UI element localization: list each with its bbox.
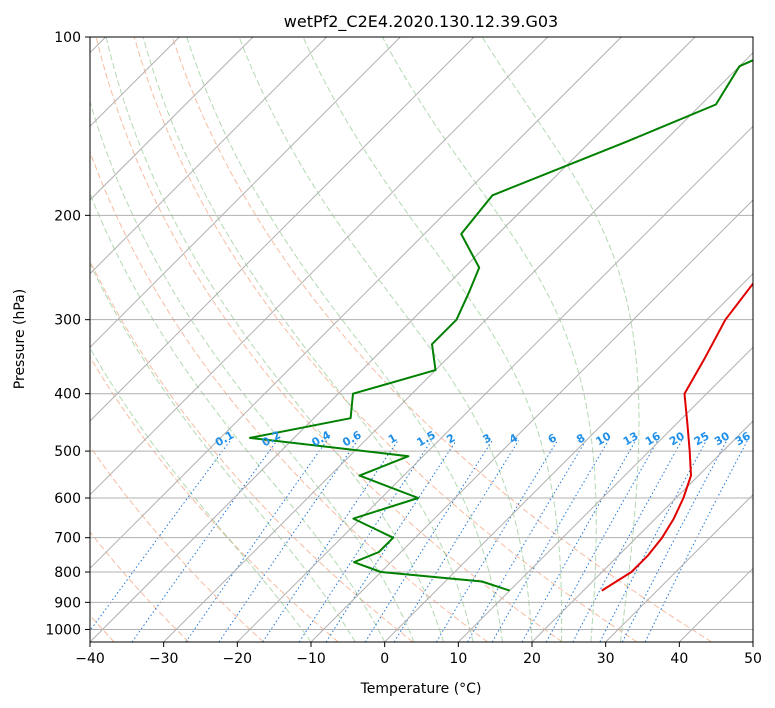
dry-adiabat bbox=[95, 37, 563, 642]
mixing-ratio-label: 6 bbox=[546, 431, 559, 446]
tick-layer: −40 −30 −20 −10 0 10 20 30 40 5010020030040050060… bbox=[45, 30, 762, 667]
mixing-ratio-label: 8 bbox=[574, 431, 587, 446]
x-tick-label: −40 bbox=[75, 651, 105, 667]
mixing-ratio-line bbox=[467, 440, 587, 642]
moist-adiabat bbox=[90, 99, 415, 642]
y-axis-label: Pressure (hPa) bbox=[12, 289, 28, 389]
isotherm-gridline bbox=[236, 125, 753, 642]
mixing-ratio-label: 25 bbox=[692, 429, 712, 448]
isotherm-gridline bbox=[752, 641, 753, 642]
y-tick-label: 600 bbox=[54, 491, 81, 507]
line-labels-layer: 0.1 0.2 0.4 0.6 1 1.5 2 3 4 6 8 10 13 16 20 25 30 36 bbox=[213, 428, 753, 449]
x-tick-label: 50 bbox=[744, 651, 762, 667]
isotherm-gridline bbox=[310, 199, 753, 642]
y-tick-label: 400 bbox=[54, 387, 81, 403]
background-lines-layer bbox=[90, 37, 748, 642]
mixing-ratio-line bbox=[364, 440, 493, 642]
moist-adiabat bbox=[481, 37, 640, 642]
isotherm-gridline bbox=[90, 37, 622, 570]
isotherm-gridline bbox=[90, 37, 254, 201]
y-tick-label: 300 bbox=[54, 313, 81, 329]
x-tick-label: 10 bbox=[449, 651, 467, 667]
mixing-ratio-label: 0.1 bbox=[213, 428, 236, 449]
x-tick-label: 20 bbox=[523, 651, 541, 667]
dry-adiabat bbox=[90, 259, 414, 642]
mixing-ratio-label: 3 bbox=[480, 431, 493, 446]
y-tick-label: 900 bbox=[54, 595, 81, 611]
mixing-ratio-line bbox=[298, 440, 432, 642]
mixing-ratio-line bbox=[90, 440, 231, 632]
y-tick-label: 700 bbox=[54, 531, 81, 547]
sounding-line bbox=[601, 281, 753, 592]
moist-adiabat bbox=[105, 37, 445, 642]
y-tick-label: 100 bbox=[54, 30, 81, 46]
moist-adiabat bbox=[142, 37, 474, 642]
mixing-ratio-line bbox=[545, 440, 659, 642]
isotherm-gridline bbox=[163, 51, 753, 642]
x-tick-label: 30 bbox=[597, 651, 615, 667]
isotherm-gridline bbox=[531, 420, 753, 642]
x-tick-label: −10 bbox=[296, 651, 326, 667]
isotherm-gridline bbox=[457, 346, 753, 642]
x-tick-label: −20 bbox=[223, 651, 253, 667]
x-tick-label: 0 bbox=[380, 651, 389, 667]
mixing-ratio-line bbox=[262, 440, 399, 642]
x-axis-label: Temperature (°C) bbox=[360, 681, 482, 697]
isotherm-gridline bbox=[90, 37, 475, 422]
mixing-ratio-label: 2 bbox=[444, 431, 457, 446]
gridlines-layer bbox=[90, 37, 753, 642]
y-tick-label: 200 bbox=[54, 208, 81, 224]
mixing-ratio-line bbox=[185, 440, 328, 642]
mixing-ratio-line bbox=[435, 440, 558, 642]
mixing-ratio-line bbox=[393, 440, 520, 642]
dry-adiabat bbox=[90, 445, 264, 642]
mixing-ratio-line bbox=[491, 440, 609, 642]
series-layer bbox=[248, 59, 753, 592]
isotherm-gridline bbox=[90, 37, 696, 642]
moist-adiabat bbox=[90, 192, 386, 642]
y-tick-label: 1000 bbox=[45, 622, 81, 638]
moist-adiabat bbox=[238, 37, 533, 642]
mixing-ratio-label: 13 bbox=[621, 429, 641, 448]
mixing-ratio-line bbox=[572, 440, 683, 642]
moist-adiabat bbox=[302, 37, 563, 642]
dry-adiabat bbox=[133, 37, 638, 642]
mixing-ratio-line bbox=[131, 440, 278, 642]
mixing-ratio-line bbox=[325, 440, 457, 642]
isotherm-gridline bbox=[605, 493, 753, 642]
mixing-ratio-line bbox=[521, 440, 637, 642]
dry-adiabat bbox=[90, 356, 339, 642]
mixing-ratio-label: 16 bbox=[643, 429, 663, 448]
mixing-ratio-label: 10 bbox=[594, 429, 614, 448]
dry-adiabat bbox=[90, 150, 488, 642]
dry-adiabat bbox=[90, 531, 190, 642]
x-tick-label: −30 bbox=[149, 651, 179, 667]
isotherm-gridline bbox=[678, 567, 753, 642]
y-tick-label: 500 bbox=[54, 444, 81, 460]
x-tick-label: 40 bbox=[670, 651, 688, 667]
mixing-ratio-label: 0.6 bbox=[340, 428, 364, 449]
y-tick-label: 800 bbox=[54, 565, 81, 581]
plot-frame bbox=[89, 36, 754, 643]
moist-adiabat bbox=[90, 347, 312, 642]
moist-adiabat bbox=[90, 262, 356, 642]
moist-adiabat bbox=[186, 37, 503, 642]
mixing-ratio-line bbox=[644, 440, 748, 642]
isotherm-gridline bbox=[384, 272, 753, 642]
sounding-line bbox=[248, 59, 753, 592]
moist-adiabat bbox=[381, 37, 597, 642]
isotherm-gridline bbox=[90, 37, 401, 349]
isotherm-gridline bbox=[90, 37, 549, 496]
isotherm-gridline bbox=[90, 37, 328, 275]
chart-title: wetPf2_C2E4.2020.130.12.39.G03 bbox=[284, 12, 558, 32]
mixing-ratio-label: 36 bbox=[733, 429, 753, 448]
mixing-ratio-label: 20 bbox=[667, 429, 687, 448]
